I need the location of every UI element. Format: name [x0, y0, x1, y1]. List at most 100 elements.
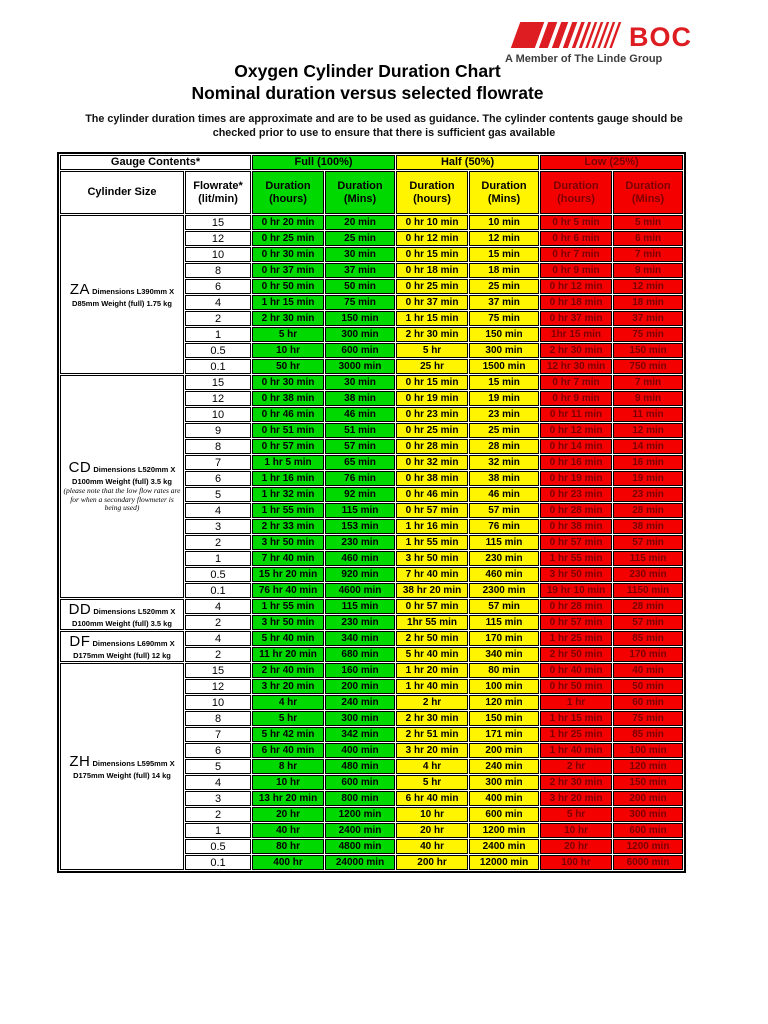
duration-mins-half-cell: 15 min	[469, 375, 540, 390]
duration-mins-full-cell: 30 min	[325, 375, 396, 390]
duration-mins-full-cell: 300 min	[325, 327, 396, 342]
low-group-header: Low (25%)	[540, 155, 684, 170]
duration-mins-half-cell: 38 min	[469, 471, 540, 486]
flowrate-value: 8	[185, 263, 252, 278]
duration-mins-low-cell: 7 min	[613, 375, 684, 390]
duration-hours-half-cell: 20 hr	[396, 823, 469, 838]
boc-logo: BOC A Member of The Linde Group	[505, 20, 755, 65]
duration-hours-full-cell: 1 hr 55 min	[252, 599, 325, 614]
duration-mins-low-cell: 170 min	[613, 647, 684, 662]
boc-flag-icon	[510, 22, 622, 48]
duration-mins-low-cell: 230 min	[613, 567, 684, 582]
cylinder-code: ZA	[69, 280, 90, 298]
duration-hours-half-cell: 5 hr 40 min	[396, 647, 469, 662]
duration-mins-full-cell: 115 min	[325, 599, 396, 614]
duration-mins-low-cell: 600 min	[613, 823, 684, 838]
duration-hours-low-cell: 0 hr 7 min	[540, 375, 613, 390]
duration-mins-low-cell: 14 min	[613, 439, 684, 454]
duration-mins-low-cell: 150 min	[613, 343, 684, 358]
duration-hours-full-cell: 0 hr 20 min	[252, 215, 325, 230]
duration-mins-low-cell: 1150 min	[613, 583, 684, 598]
flowrate-value: 2	[185, 615, 252, 630]
duration-hours-low-cell: 1hr 15 min	[540, 327, 613, 342]
duration-hours-low-cell: 2 hr	[540, 759, 613, 774]
duration-hours-full-cell: 1 hr 5 min	[252, 455, 325, 470]
duration-hours-half-cell: 10 hr	[396, 807, 469, 822]
duration-mins-low-cell: 12 min	[613, 423, 684, 438]
duration-mins-half-cell: 300 min	[469, 343, 540, 358]
cylinder-size-header: Cylinder Size	[60, 171, 184, 214]
duration-hours-full-cell: 7 hr 40 min	[252, 551, 325, 566]
duration-mins-full-cell: 65 min	[325, 455, 396, 470]
disclaimer-line-2: checked prior to use to ensure that ther…	[212, 127, 556, 139]
flowrate-value: 8	[185, 439, 252, 454]
duration-hours-full-cell: 2 hr 33 min	[252, 519, 325, 534]
duration-mins-half-cell: 46 min	[469, 487, 540, 502]
duration-mins-half-cell: 25 min	[469, 279, 540, 294]
duration-mins-half-cell: 19 min	[469, 391, 540, 406]
flowrate-value: 3	[185, 791, 252, 806]
duration-hours-low-cell: 10 hr	[540, 823, 613, 838]
duration-hours-half-cell: 1hr 55 min	[396, 615, 469, 630]
flowrate-value: 0.1	[185, 359, 252, 374]
flowrate-value: 0.5	[185, 839, 252, 854]
duration-hours-half-cell: 0 hr 57 min	[396, 503, 469, 518]
duration-hours-low-cell: 0 hr 16 min	[540, 455, 613, 470]
duration-mins-half-cell: 76 min	[469, 519, 540, 534]
duration-hours-low-cell: 0 hr 5 min	[540, 215, 613, 230]
duration-hours-half-cell: 5 hr	[396, 343, 469, 358]
duration-mins-half-cell: 200 min	[469, 743, 540, 758]
duration-hours-half-cell: 6 hr 40 min	[396, 791, 469, 806]
flowrate-value: 7	[185, 455, 252, 470]
duration-hours-low-cell: 0 hr 40 min	[540, 663, 613, 678]
duration-hours-half-cell: 0 hr 10 min	[396, 215, 469, 230]
duration-mins-half-cell: 170 min	[469, 631, 540, 646]
duration-hours-half-cell: 0 hr 19 min	[396, 391, 469, 406]
duration-mins-low-cell: 16 min	[613, 455, 684, 470]
duration-table: Gauge Contents* Full (100%) Half (50%) L…	[57, 152, 687, 873]
duration-mins-low-cell: 9 min	[613, 391, 684, 406]
cylinder-code: DF	[69, 632, 91, 650]
duration-hours-full-cell: 0 hr 57 min	[252, 439, 325, 454]
flowrate-value: 1	[185, 327, 252, 342]
duration-hours-low-cell: 0 hr 37 min	[540, 311, 613, 326]
duration-hours-full-cell: 40 hr	[252, 823, 325, 838]
duration-hours-half-cell: 0 hr 25 min	[396, 423, 469, 438]
duration-hours-full-cell: 2 hr 40 min	[252, 663, 325, 678]
flowrate-value: 4	[185, 503, 252, 518]
duration-mins-full-cell: 30 min	[325, 247, 396, 262]
half-duration-mins-header: Duration (Mins)	[469, 171, 540, 214]
duration-hours-full-cell: 0 hr 38 min	[252, 391, 325, 406]
duration-mins-half-cell: 57 min	[469, 599, 540, 614]
duration-mins-full-cell: 50 min	[325, 279, 396, 294]
duration-hours-full-cell: 4 hr	[252, 695, 325, 710]
duration-hours-full-cell: 0 hr 30 min	[252, 247, 325, 262]
duration-mins-low-cell: 37 min	[613, 311, 684, 326]
table-row: 12 3 hr 20 min 200 min 1 hr 40 min 100 min 0 …	[60, 679, 684, 694]
duration-hours-low-cell: 3 hr 50 min	[540, 567, 613, 582]
duration-mins-full-cell: 800 min	[325, 791, 396, 806]
cylinder-weight: D100mm Weight (full) 3.5 kg	[72, 477, 172, 487]
duration-hours-low-cell: 3 hr 20 min	[540, 791, 613, 806]
table-row: 10 0 hr 30 min 30 min 0 hr 15 min 15 min 0 hr…	[60, 247, 684, 262]
duration-hours-low-cell: 12 hr 30 min	[540, 359, 613, 374]
duration-mins-half-cell: 10 min	[469, 215, 540, 230]
duration-mins-low-cell: 50 min	[613, 679, 684, 694]
duration-mins-full-cell: 230 min	[325, 535, 396, 550]
duration-mins-low-cell: 57 min	[613, 615, 684, 630]
table-row: 12 0 hr 38 min 38 min 0 hr 19 min 19 min 0 hr…	[60, 391, 684, 406]
disclaimer-line-1: The cylinder duration times are approxim…	[85, 113, 683, 125]
full-duration-hours-header: Duration (hours)	[252, 171, 325, 214]
duration-hours-half-cell: 1 hr 15 min	[396, 311, 469, 326]
duration-mins-low-cell: 75 min	[613, 711, 684, 726]
duration-hours-half-cell: 25 hr	[396, 359, 469, 374]
flowrate-value: 6	[185, 743, 252, 758]
duration-mins-low-cell: 750 min	[613, 359, 684, 374]
duration-mins-half-cell: 57 min	[469, 503, 540, 518]
